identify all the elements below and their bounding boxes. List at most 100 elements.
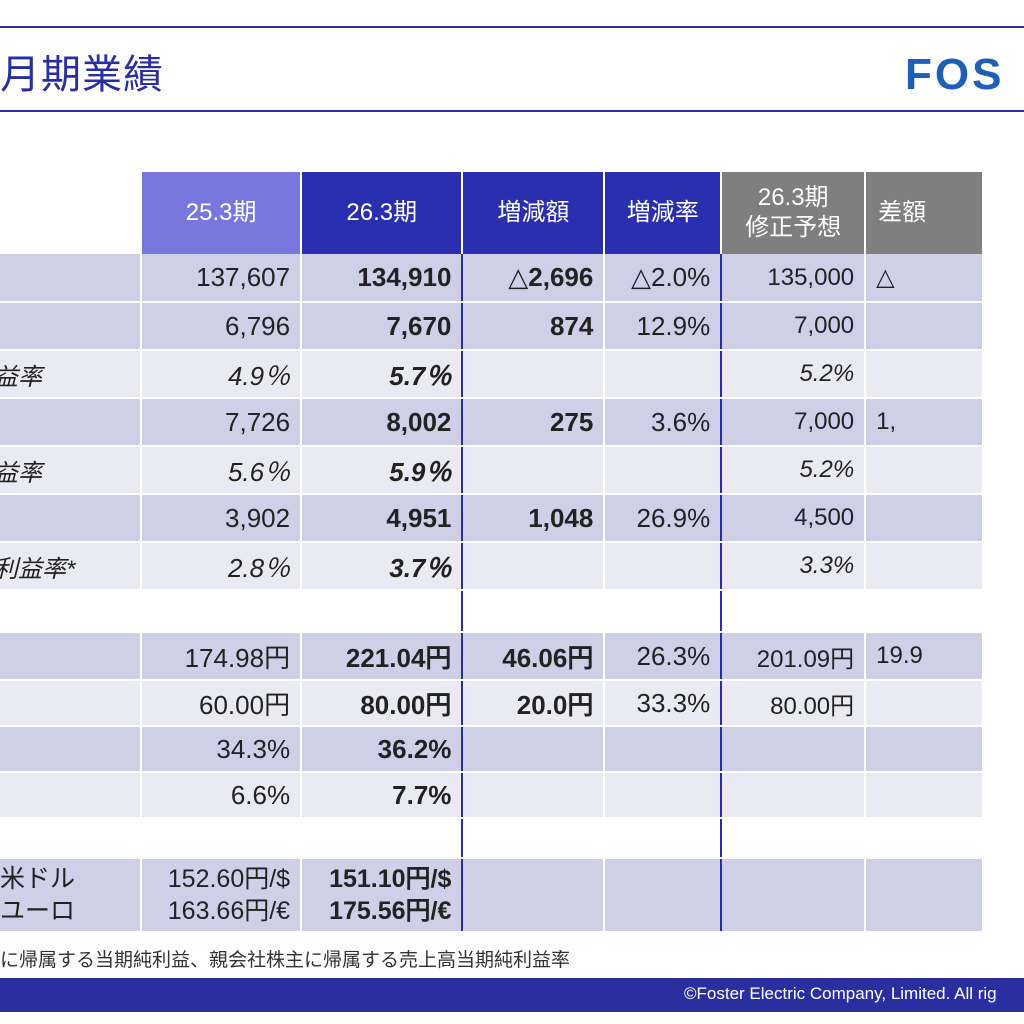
col-header-26-3: 26.3期	[301, 172, 464, 254]
row-label	[0, 680, 143, 727]
cell-change-rate	[604, 726, 723, 773]
cell-25-3: 6.6%	[141, 772, 303, 819]
row-label	[0, 494, 143, 543]
cell-change-rate: 3.6%	[604, 398, 723, 447]
cell-change-amount	[462, 772, 606, 819]
cell-change-amount: 46.06円	[462, 632, 606, 681]
col-header-change-rate: 増減率	[604, 172, 723, 254]
header-top-rule	[0, 26, 1024, 28]
table-row: 利益率4.9％5.7％ 5.2%	[0, 350, 984, 399]
cell-change-rate: 12.9%	[604, 302, 723, 351]
cell-26-3: 36.2%	[300, 726, 464, 773]
cell-26-3: 5.9％	[300, 446, 464, 495]
table-row: 6,796 7,670 874 12.9% 7,000	[0, 302, 984, 351]
cell-26-3: 5.7％	[300, 350, 464, 399]
cell-revised-forecast: 5.2%	[721, 446, 867, 495]
table-row	[0, 590, 984, 633]
cell-difference: 1,	[865, 398, 984, 447]
col-header-revised-forecast: 26.3期 修正予想	[721, 172, 867, 254]
fx-value: ユーロ	[0, 897, 76, 925]
cell-25-3: 174.98円	[141, 632, 303, 681]
footer-bar: ©Foster Electric Company, Limited. All r…	[0, 978, 1024, 1012]
fx-cell-empty	[721, 858, 867, 933]
cell-change-amount: 1,048	[462, 494, 606, 543]
results-table: 25.3期 26.3期 増減額 増減率 26.3期 修正予想 差額 137,607…	[0, 172, 984, 933]
row-label	[0, 772, 143, 819]
fx-cell-26-3: 151.10円/$ 175.56円/€	[300, 858, 464, 933]
cell-change-rate	[604, 542, 723, 591]
fx-cell-empty	[604, 858, 723, 933]
cell-change-amount: 275	[462, 398, 606, 447]
cell-revised-forecast	[721, 726, 867, 773]
fx-cell-25-3: 152.60円/$ 163.66円/€	[141, 858, 303, 933]
cell-difference	[865, 350, 984, 399]
cell-25-3: 3,902	[141, 494, 303, 543]
cell-change-amount	[462, 446, 606, 495]
cell-change-amount	[462, 590, 606, 633]
cell-change-rate: △2.0%	[604, 254, 723, 303]
cell-revised-forecast	[721, 590, 867, 633]
table-row	[0, 818, 984, 859]
row-label	[0, 632, 143, 681]
copyright: ©Foster Electric Company, Limited. All r…	[684, 984, 997, 1003]
cell-difference	[865, 494, 984, 543]
table-row: 60.00円 80.00円 20.0円 33.3% 80.00円	[0, 680, 984, 727]
table-row: 7,726 8,002 275 3.6% 7,000 1,	[0, 398, 984, 447]
row-label: 純利益率*	[0, 542, 143, 591]
cell-revised-forecast: 5.2%	[721, 350, 867, 399]
cell-25-3: 137,607	[141, 254, 303, 303]
cell-revised-forecast: 80.00円	[721, 680, 867, 727]
table-row: 6.6% 7.7%	[0, 772, 984, 819]
cell-change-amount: △2,696	[462, 254, 606, 303]
fx-cell-empty	[865, 858, 984, 933]
cell-difference	[865, 302, 984, 351]
cell-26-3: 80.00円	[300, 680, 464, 727]
cell-change-rate: 26.9%	[604, 494, 723, 543]
cell-change-rate: 26.3%	[604, 632, 723, 681]
cell-25-3: 34.3%	[141, 726, 303, 773]
cell-26-3: 134,910	[300, 254, 464, 303]
row-label	[0, 726, 143, 773]
cell-change-rate	[604, 772, 723, 819]
table-row: 利益率5.6％5.9％ 5.2%	[0, 446, 984, 495]
cell-25-3	[141, 590, 303, 633]
col-header-change-amount: 増減額	[462, 172, 606, 254]
cell-change-rate: 33.3%	[604, 680, 723, 727]
cell-change-amount	[462, 818, 606, 859]
row-label	[0, 254, 143, 303]
cell-revised-forecast: 201.09円	[721, 632, 867, 681]
cell-difference	[865, 680, 984, 727]
row-label	[0, 590, 143, 633]
cell-26-3: 221.04円	[300, 632, 464, 681]
cell-difference	[865, 590, 984, 633]
cell-difference	[865, 542, 984, 591]
cell-25-3: 4.9％	[141, 350, 303, 399]
cell-difference	[865, 446, 984, 495]
cell-difference	[865, 818, 984, 859]
col-header-difference: 差額	[865, 172, 984, 254]
cell-change-rate	[604, 590, 723, 633]
cell-revised-forecast: 7,000	[721, 398, 867, 447]
table-row: 34.3% 36.2%	[0, 726, 984, 773]
fx-labels: 米ドル ユーロ	[0, 858, 143, 933]
cell-change-rate	[604, 446, 723, 495]
cell-change-amount	[462, 350, 606, 399]
header-label-cell	[0, 172, 143, 254]
cell-25-3: 6,796	[141, 302, 303, 351]
cell-difference	[865, 772, 984, 819]
cell-25-3: 7,726	[141, 398, 303, 447]
fx-value: 152.60円/$	[167, 865, 291, 893]
cell-revised-forecast: 7,000	[721, 302, 867, 351]
header-bottom-rule	[0, 110, 1024, 112]
cell-revised-forecast	[721, 772, 867, 819]
row-label	[0, 398, 143, 447]
table-row: 純利益率*2.8％3.7％ 3.3%	[0, 542, 984, 591]
cell-revised-forecast	[721, 818, 867, 859]
fx-rate-row: 米ドル ユーロ 152.60円/$ 163.66円/€ 151.10円/$ 175.56円…	[0, 858, 984, 933]
table-row: 174.98円 221.04円 46.06円 26.3% 201.09円 19.9	[0, 632, 984, 681]
col-header-25-3: 25.3期	[141, 172, 303, 254]
fx-value: 米ドル	[0, 865, 76, 893]
cell-change-amount	[462, 542, 606, 591]
cell-26-3: 7,670	[300, 302, 464, 351]
cell-25-3: 2.8％	[141, 542, 303, 591]
